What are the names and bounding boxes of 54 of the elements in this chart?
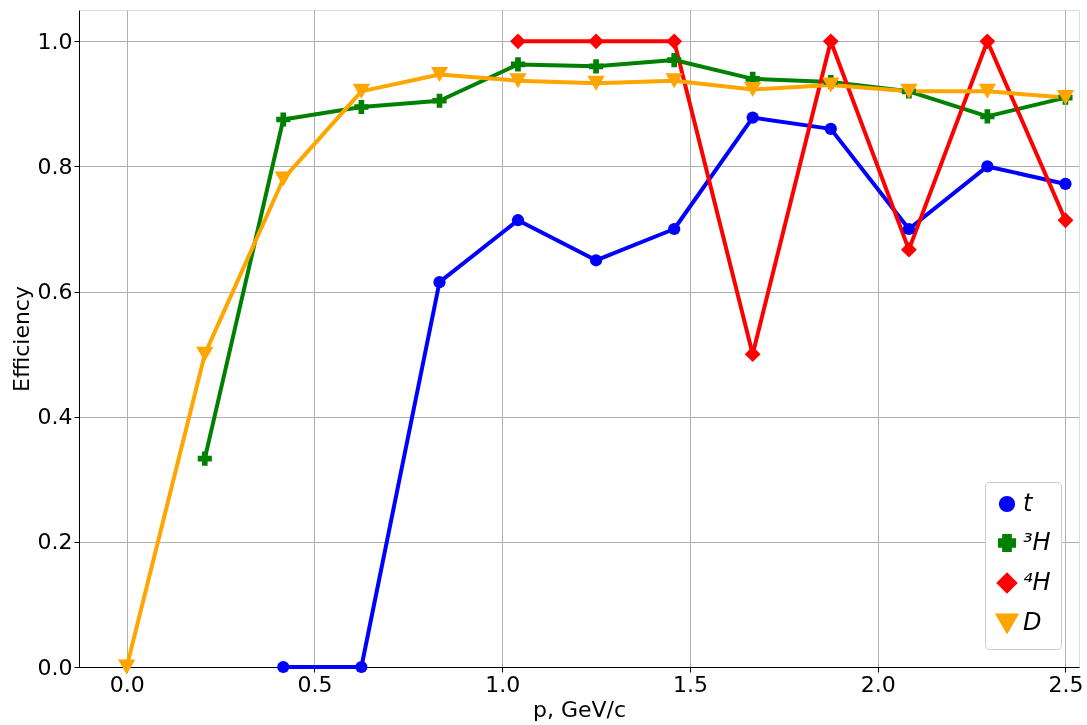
- x-tick-label: 1.0: [485, 671, 521, 697]
- point: [744, 81, 762, 97]
- x-axis-title: p, GeV/c: [532, 696, 627, 722]
- point: [433, 276, 446, 289]
- point: [981, 160, 994, 173]
- x-tick-label: 0.5: [297, 671, 333, 697]
- point: [352, 83, 371, 99]
- y-tick-label: 0.2: [37, 529, 73, 555]
- point: [1059, 177, 1072, 191]
- point: [1057, 212, 1074, 229]
- point: [667, 52, 682, 68]
- point: [354, 99, 369, 115]
- point: [276, 112, 291, 127]
- legend-label: t: [1023, 489, 1034, 517]
- point: [509, 73, 527, 89]
- point: [511, 214, 525, 227]
- point: [197, 451, 212, 466]
- y-tick-label: 0.0: [37, 654, 73, 680]
- point: [277, 660, 290, 674]
- point: [902, 222, 916, 236]
- point: [746, 111, 759, 124]
- point: [587, 75, 605, 91]
- x-tick-label: 2.5: [1048, 671, 1084, 697]
- point: [665, 73, 683, 89]
- point: [900, 241, 917, 258]
- x-tick-label: 1.5: [672, 671, 708, 697]
- point: [118, 659, 136, 675]
- point: [430, 66, 449, 82]
- legend-label: D: [1023, 608, 1042, 636]
- point: [978, 83, 997, 99]
- point: [824, 122, 837, 135]
- point: [196, 346, 214, 362]
- y-tick-label: 0.8: [37, 153, 73, 179]
- y-tick-label: 0.4: [37, 404, 73, 430]
- y-tick-label: 0.6: [37, 279, 73, 305]
- point: [979, 33, 996, 50]
- legend-label: ⁴H: [1023, 568, 1051, 596]
- point: [589, 254, 603, 267]
- point: [274, 171, 292, 187]
- x-tick-label: 0.0: [109, 671, 145, 697]
- point: [980, 109, 995, 124]
- legend-label: ³H: [1023, 528, 1051, 556]
- point: [510, 57, 526, 72]
- point: [355, 660, 368, 674]
- point: [588, 33, 604, 50]
- x-tick-label: 2.0: [860, 671, 896, 697]
- y-tick-label: 1.0: [37, 28, 73, 54]
- point: [432, 93, 447, 108]
- point: [668, 222, 681, 236]
- point: [666, 33, 683, 50]
- point: [510, 33, 526, 50]
- point: [589, 59, 604, 74]
- point: [822, 33, 839, 50]
- y-axis-title: Efficiency: [8, 286, 34, 392]
